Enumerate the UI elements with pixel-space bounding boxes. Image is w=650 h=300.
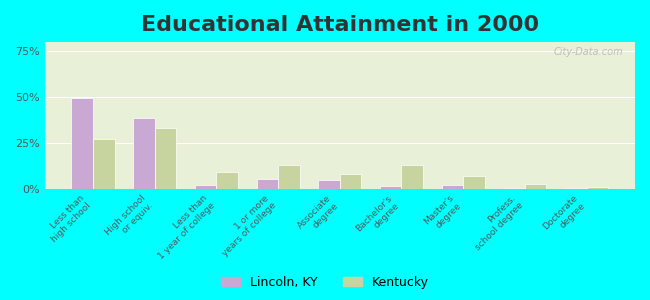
Legend: Lincoln, KY, Kentucky: Lincoln, KY, Kentucky: [216, 271, 434, 294]
Bar: [503, 188, 525, 189]
Bar: [565, 188, 586, 189]
Bar: [216, 172, 238, 189]
Bar: [133, 118, 155, 189]
Bar: [586, 187, 608, 189]
Bar: [441, 185, 463, 189]
Text: City-Data.com: City-Data.com: [554, 46, 623, 56]
Title: Educational Attainment in 2000: Educational Attainment in 2000: [141, 15, 539, 35]
Bar: [195, 185, 216, 189]
Bar: [463, 176, 485, 189]
Bar: [380, 186, 402, 189]
Bar: [72, 98, 93, 189]
Bar: [155, 128, 176, 189]
Bar: [340, 174, 361, 189]
Bar: [318, 180, 340, 189]
Bar: [278, 165, 300, 189]
Bar: [257, 178, 278, 189]
Bar: [93, 139, 114, 189]
Bar: [525, 184, 547, 189]
Bar: [402, 165, 423, 189]
